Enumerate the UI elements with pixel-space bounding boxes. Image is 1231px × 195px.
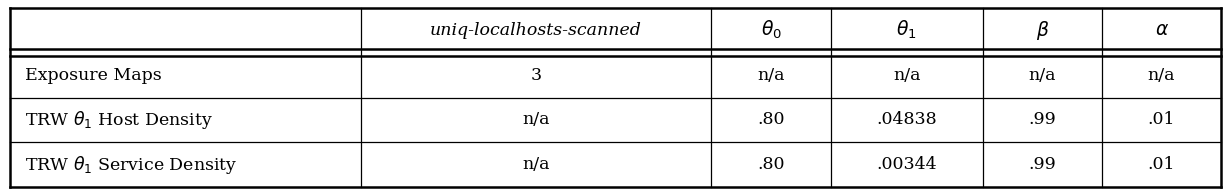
Text: .04838: .04838 — [876, 111, 937, 129]
Text: n/a: n/a — [1147, 66, 1176, 84]
Text: .01: .01 — [1147, 111, 1176, 129]
Text: $\theta_1$: $\theta_1$ — [896, 19, 917, 41]
Text: n/a: n/a — [1029, 66, 1056, 84]
Text: Exposure Maps: Exposure Maps — [25, 66, 161, 84]
Text: .80: .80 — [757, 111, 785, 129]
Text: .01: .01 — [1147, 156, 1176, 173]
Text: .99: .99 — [1029, 111, 1056, 129]
Text: n/a: n/a — [757, 66, 785, 84]
Text: $\theta_0$: $\theta_0$ — [761, 19, 782, 41]
Text: $\beta$: $\beta$ — [1035, 19, 1049, 42]
Text: .00344: .00344 — [876, 156, 937, 173]
Text: TRW $\theta_1$ Service Density: TRW $\theta_1$ Service Density — [25, 154, 238, 176]
Text: .80: .80 — [757, 156, 785, 173]
Text: .99: .99 — [1029, 156, 1056, 173]
Text: n/a: n/a — [892, 66, 921, 84]
Text: $\alpha$: $\alpha$ — [1155, 21, 1168, 39]
Text: n/a: n/a — [522, 111, 550, 129]
Text: 3: 3 — [531, 66, 542, 84]
Text: n/a: n/a — [522, 156, 550, 173]
Text: TRW $\theta_1$ Host Density: TRW $\theta_1$ Host Density — [25, 109, 213, 131]
Text: uniq-localhosts-scanned: uniq-localhosts-scanned — [430, 22, 643, 39]
